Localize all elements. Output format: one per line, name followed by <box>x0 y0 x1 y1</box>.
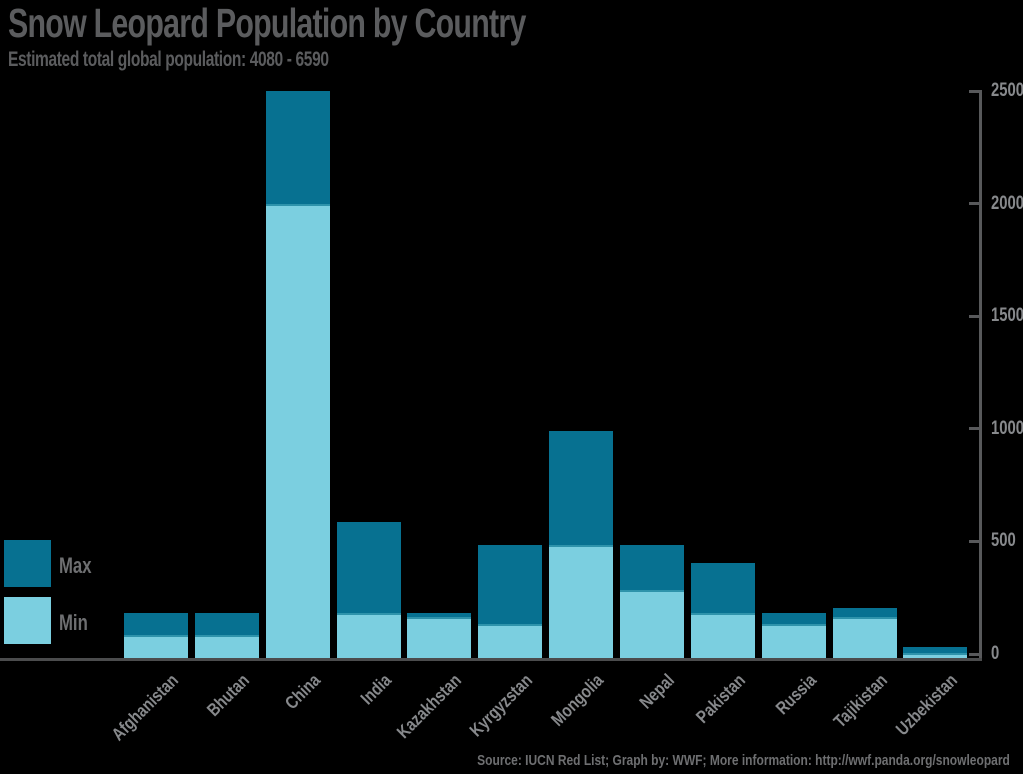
x-axis-line <box>0 658 982 661</box>
y-tick-mark-2500 <box>969 90 979 93</box>
bar-india-min <box>337 613 401 658</box>
bar-tajikistan-min <box>833 617 897 658</box>
bar-nepal <box>620 545 684 658</box>
bar-china <box>266 91 330 658</box>
y-tick-label-0: 0 <box>991 643 1000 664</box>
y-tick-label-2000: 2000 <box>991 193 1023 214</box>
legend-swatch-max <box>4 540 51 587</box>
bar-russia-min <box>762 624 826 658</box>
bar-kazakhstan-min <box>407 617 471 658</box>
bar-china-min <box>266 204 330 658</box>
bar-bhutan <box>195 613 259 658</box>
legend-label-min: Min <box>59 610 88 635</box>
legend-label-max: Max <box>59 553 92 578</box>
y-tick-label-1500: 1500 <box>991 305 1023 326</box>
y-tick-mark-2000 <box>969 202 979 205</box>
y-tick-label-500: 500 <box>991 530 1016 551</box>
bar-kyrgyzstan-min <box>478 624 542 658</box>
chart-subtitle: Estimated total global population: 4080 … <box>8 48 329 71</box>
y-tick-label-1000: 1000 <box>991 418 1023 439</box>
y-tick-mark-0 <box>969 653 979 656</box>
bar-nepal-min <box>620 590 684 658</box>
chart-title: Snow Leopard Population by Country <box>8 0 526 46</box>
y-tick-label-2500: 2500 <box>991 80 1023 101</box>
y-tick-mark-500 <box>969 540 979 543</box>
bar-mongolia <box>549 431 613 658</box>
bar-afghanistan-min <box>124 635 188 658</box>
bar-uzbekistan-min <box>903 653 967 658</box>
legend-swatch-min <box>4 597 51 644</box>
y-axis-line <box>979 90 982 661</box>
bar-russia <box>762 613 826 658</box>
source-note: Source: IUCN Red List; Graph by: WWF; Mo… <box>477 752 1010 769</box>
bar-bhutan-min <box>195 635 259 658</box>
bar-kazakhstan <box>407 613 471 658</box>
y-tick-mark-1000 <box>969 427 979 430</box>
bar-kyrgyzstan <box>478 545 542 658</box>
bar-tajikistan <box>833 608 897 658</box>
bar-mongolia-min <box>549 545 613 658</box>
y-tick-mark-1500 <box>969 315 979 318</box>
bar-pakistan-min <box>691 613 755 658</box>
bar-uzbekistan-max <box>903 647 967 658</box>
bar-pakistan <box>691 563 755 658</box>
bar-uzbekistan <box>903 647 967 658</box>
bar-india <box>337 522 401 658</box>
bar-afghanistan <box>124 613 188 658</box>
